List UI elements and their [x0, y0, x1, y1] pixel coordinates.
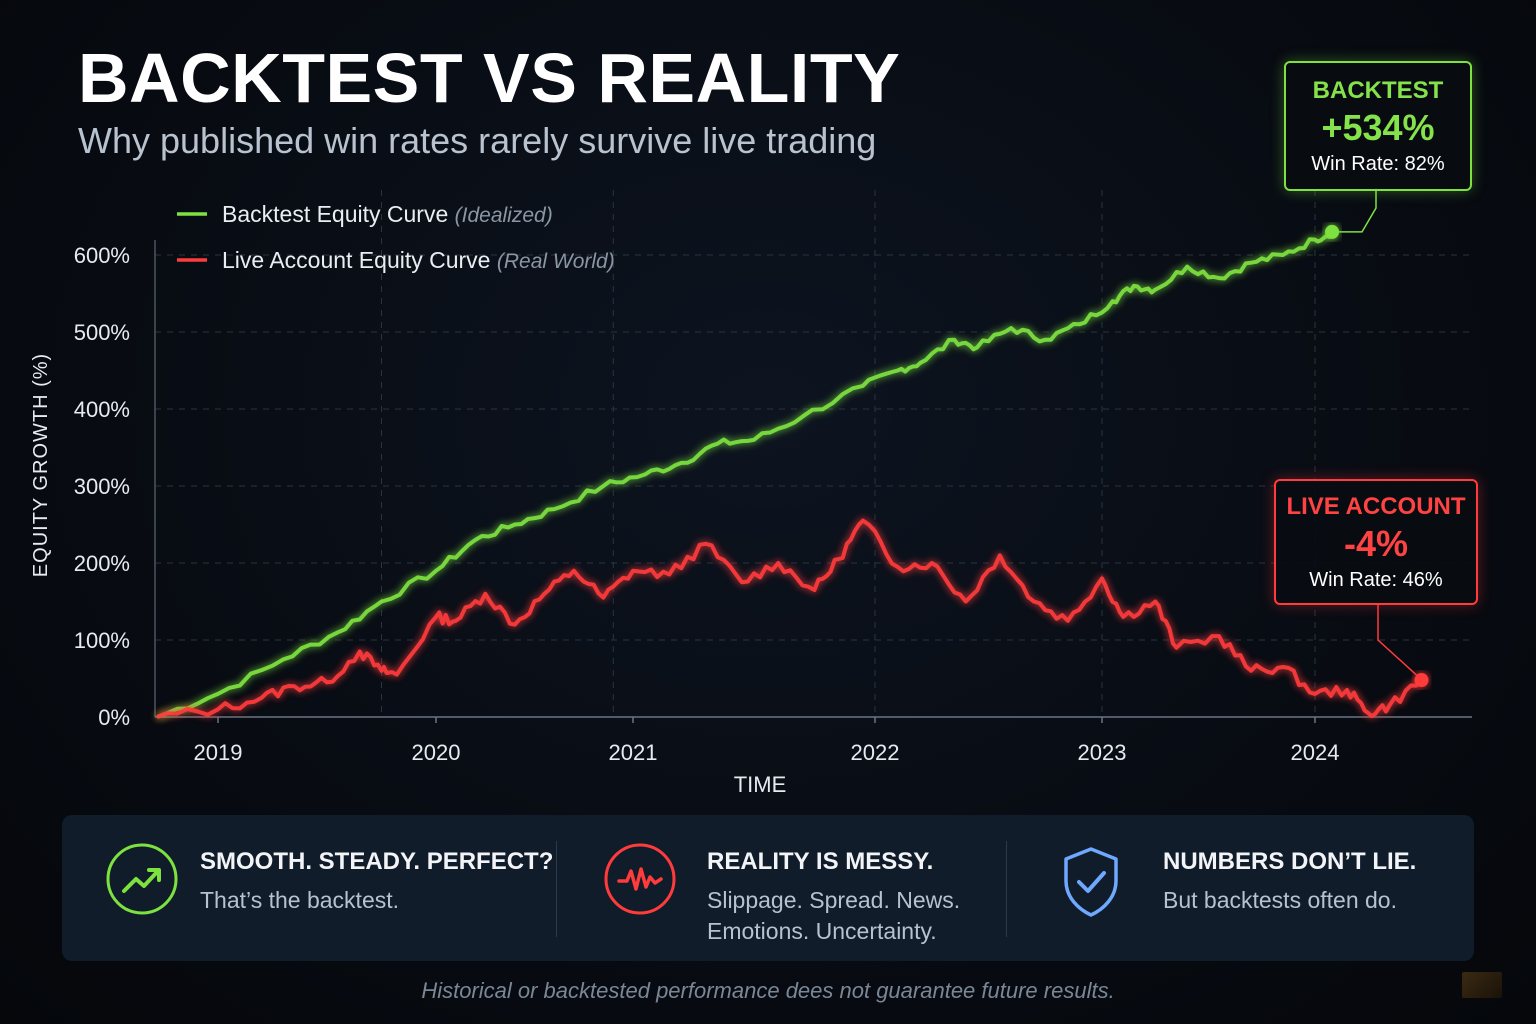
- live-box-winrate: Win Rate: 46%: [1309, 569, 1443, 591]
- disclaimer-text: Historical or backtested performance dee…: [421, 978, 1115, 1003]
- page-title: BACKTEST VS REALITY: [78, 39, 901, 117]
- live-end-marker: [1414, 673, 1429, 688]
- y-tick-label: 500%: [74, 320, 130, 345]
- insight-backtest: SMOOTH. STEADY. PERFECT? That’s the back…: [102, 815, 562, 961]
- insight-backtest-text: That’s the backtest.: [200, 887, 400, 913]
- shield-check-icon: [1064, 847, 1118, 917]
- backtest-equity-line: [156, 230, 1334, 719]
- x-tick-label: 2024: [1291, 740, 1340, 765]
- live-equity-line: [156, 518, 1423, 719]
- insight-numbers-text: But backtests often do.: [1163, 887, 1397, 913]
- insight-backtest-heading: SMOOTH. STEADY. PERFECT?: [200, 848, 554, 875]
- chart-series: [156, 188, 1429, 719]
- live-box-value: -4%: [1343, 523, 1409, 564]
- insight-reality-text: Slippage. Spread. News. Emotions. Uncert…: [707, 885, 960, 947]
- backtest-box-value: +534%: [1321, 107, 1435, 148]
- backtest-callout-line: [1339, 188, 1377, 233]
- insight-numbers: NUMBERS DON’T LIE. But backtests often d…: [1054, 815, 1454, 961]
- insight-numbers-heading: NUMBERS DON’T LIE.: [1163, 848, 1417, 875]
- panel-divider: [1006, 841, 1007, 937]
- backtest-box-winrate: Win Rate: 82%: [1311, 153, 1445, 175]
- y-tick-label: 600%: [74, 243, 130, 268]
- panel-divider: [556, 841, 557, 937]
- insight-reality-heading: REALITY IS MESSY.: [707, 848, 934, 875]
- live-box-label: LIVE ACCOUNT: [1286, 493, 1466, 520]
- backtest-result-box: BACKTEST +534% Win Rate: 82%: [1284, 61, 1472, 191]
- x-tick-label: 2022: [851, 740, 900, 765]
- chart-legend: Backtest Equity Curve (Idealized) Live Ac…: [177, 201, 615, 273]
- chart-axes: 0% 100% 200% 300% 400% 500% 600% 2019 2020 2021 20…: [30, 240, 1472, 797]
- live-callout-line: [1377, 603, 1418, 676]
- y-tick-label: 400%: [74, 397, 130, 422]
- backtest-end-marker: [1325, 224, 1340, 239]
- trend-up-icon: [106, 843, 178, 915]
- y-tick-label: 100%: [74, 628, 130, 653]
- x-tick-label: 2020: [412, 740, 461, 765]
- equity-chart: 0% 100% 200% 300% 400% 500% 600% 2019 2020 2021 20…: [30, 188, 1472, 797]
- backtest-box-label: BACKTEST: [1312, 77, 1444, 104]
- x-tick-label: 2021: [609, 740, 658, 765]
- x-tick-label: 2019: [194, 740, 243, 765]
- insight-panel: SMOOTH. STEADY. PERFECT? That’s the back…: [62, 815, 1474, 961]
- pulse-icon: [604, 843, 676, 915]
- x-axis-title: TIME: [734, 772, 787, 797]
- legend-label: Backtest Equity Curve (Idealized): [222, 201, 553, 227]
- live-result-box: LIVE ACCOUNT -4% Win Rate: 46%: [1274, 479, 1478, 605]
- corner-logo: [1462, 972, 1502, 998]
- chart-grid: [155, 190, 1472, 717]
- page-subtitle: Why published win rates rarely survive l…: [78, 120, 877, 161]
- insight-reality: REALITY IS MESSY. Slippage. Spread. News…: [602, 815, 1042, 961]
- insight-reality-line-2: Emotions. Uncertainty.: [707, 918, 937, 944]
- legend-label: Live Account Equity Curve (Real World): [222, 247, 615, 273]
- y-axis-title: EQUITY GROWTH (%): [30, 353, 52, 577]
- y-tick-label: 0%: [98, 705, 130, 730]
- y-tick-label: 200%: [74, 551, 130, 576]
- x-tick-label: 2023: [1078, 740, 1127, 765]
- y-tick-label: 300%: [74, 474, 130, 499]
- insight-reality-line-1: Slippage. Spread. News.: [707, 887, 961, 913]
